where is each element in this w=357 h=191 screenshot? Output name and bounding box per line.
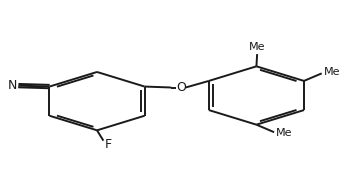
Text: Me: Me xyxy=(323,67,340,77)
Text: O: O xyxy=(176,81,186,94)
Text: Me: Me xyxy=(249,42,265,52)
Text: Me: Me xyxy=(276,128,292,138)
Text: N: N xyxy=(8,79,17,92)
Text: F: F xyxy=(105,138,112,151)
